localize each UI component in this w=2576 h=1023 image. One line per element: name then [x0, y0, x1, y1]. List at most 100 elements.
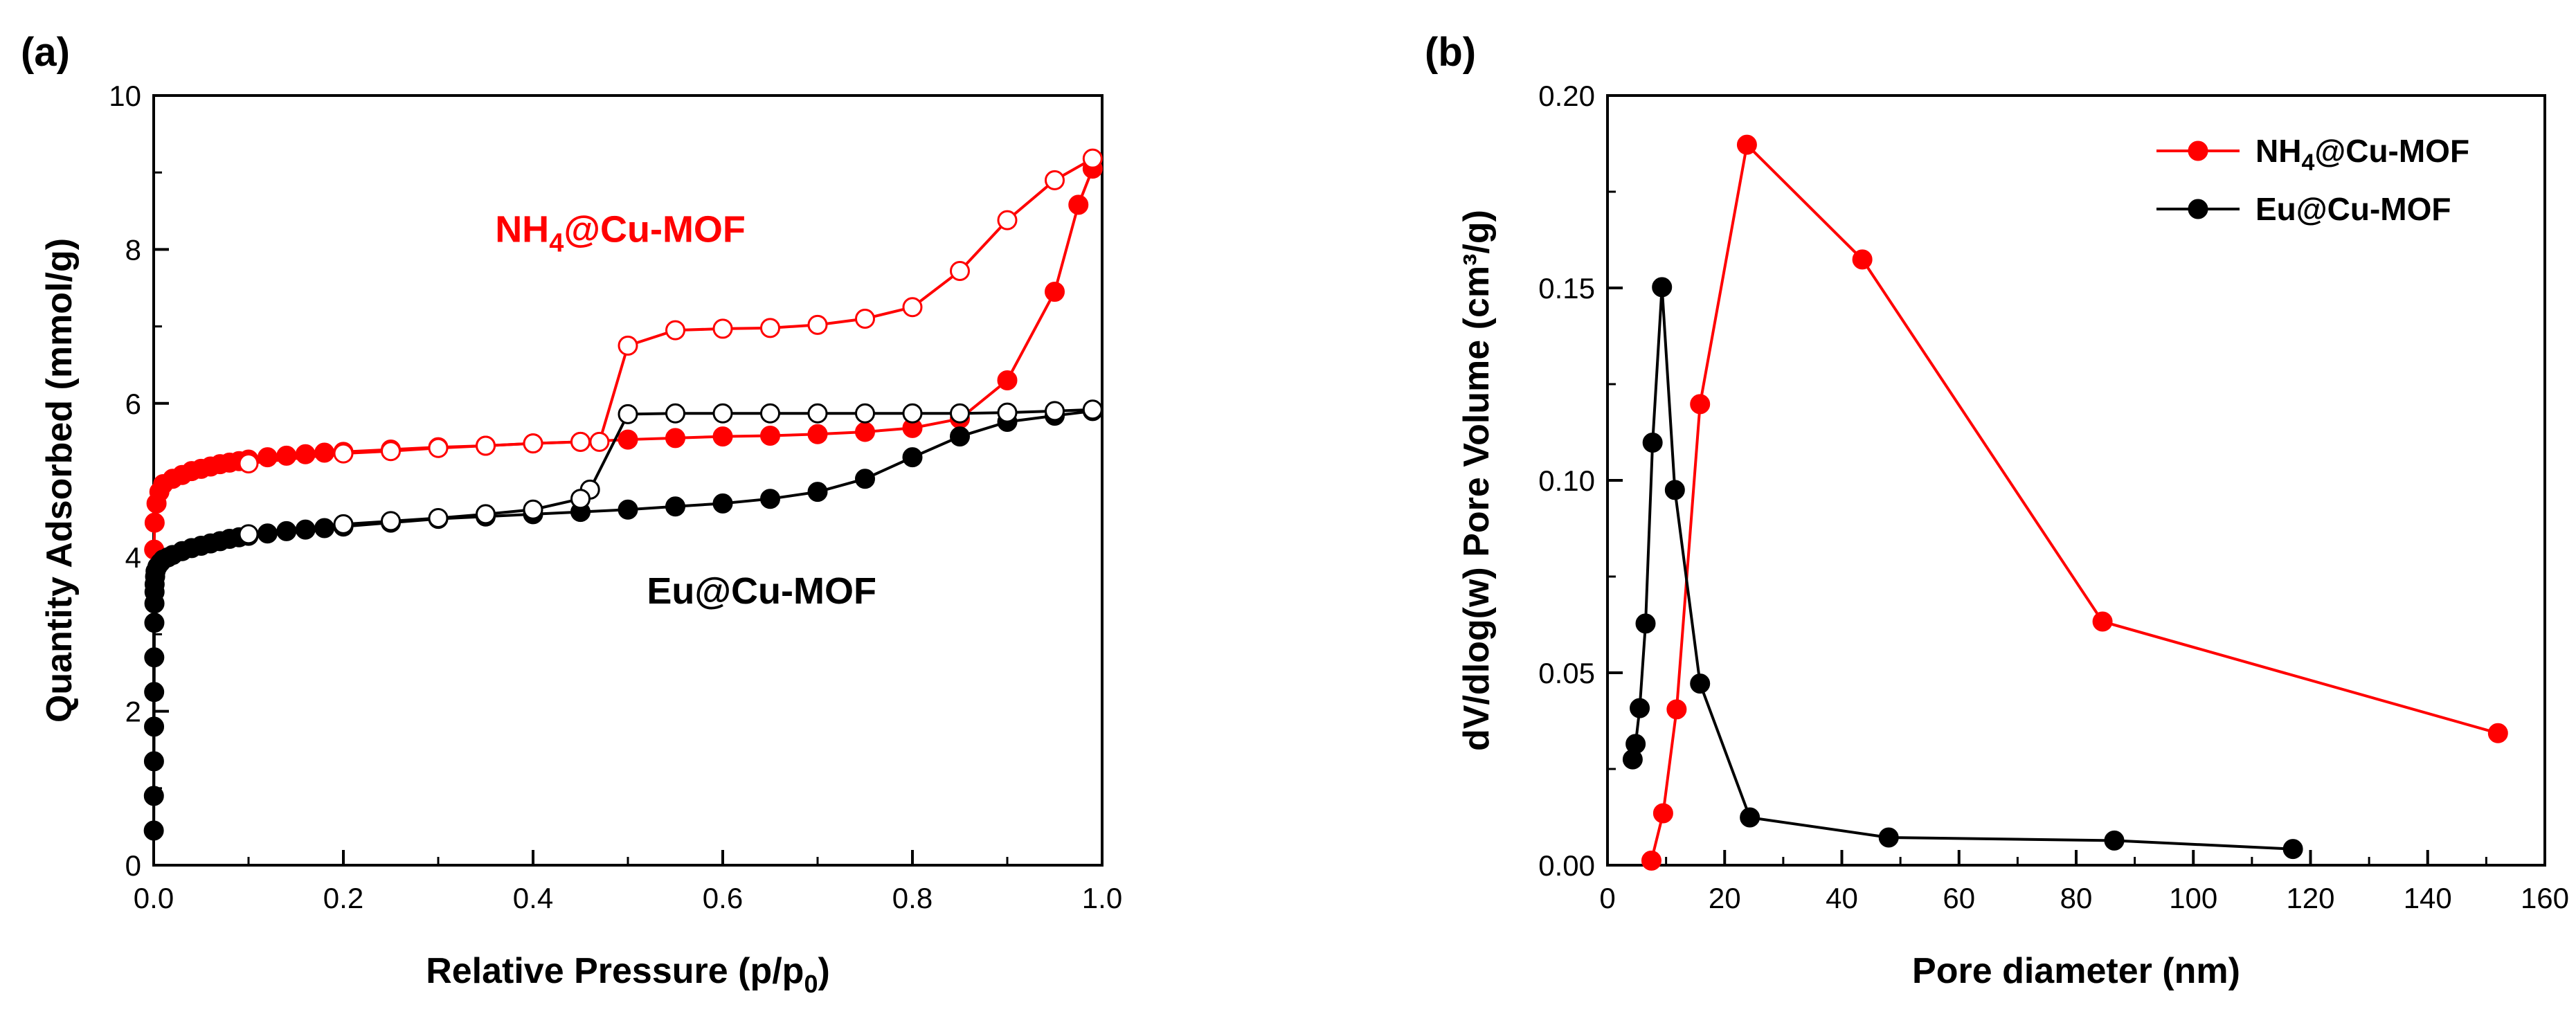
data-point-nh4-cu-mof-desorption — [902, 297, 923, 318]
series-line-eu-cu-mof-adsorption — [152, 409, 1093, 831]
data-point-eu-cu-mof-adsorption — [144, 682, 165, 703]
data-point-nh4-cu-mof-adsorption — [618, 429, 638, 450]
data-point-nh4-cu-mof-desorption — [589, 431, 610, 452]
data-point-nh4-cu-mof-adsorption — [855, 422, 875, 442]
data-point-nh4-cu-mof-desorption — [570, 431, 591, 452]
series-line-eu-cu-mof — [1631, 285, 2294, 851]
data-point-eu-cu-mof-desorption — [381, 511, 401, 532]
data-point-nh4-cu-mof-adsorption — [997, 370, 1018, 390]
data-point-nh4-cu-mof-adsorption — [257, 447, 278, 468]
data-point-eu-cu-mof-adsorption — [760, 489, 780, 509]
data-point-eu-cu-mof-desorption — [807, 403, 828, 424]
data-point-nh4-cu-mof-adsorption — [665, 428, 685, 449]
legend-b: NH4@Cu-MOF Eu@Cu-MOF — [2156, 133, 2469, 227]
data-point-nh4-cu-mof-desorption — [712, 318, 733, 339]
x-tick-label: 1.0 — [1082, 882, 1122, 914]
data-point-eu-cu-mof-adsorption — [855, 469, 875, 489]
x-tick-label: 120 — [2286, 882, 2334, 914]
data-point-nh4-cu-mof-adsorption — [276, 445, 297, 466]
legend-label-eu: Eu@Cu-MOF — [2255, 191, 2451, 227]
x-tick-label: 0.4 — [513, 882, 553, 914]
data-point-eu-cu-mof-desorption — [428, 507, 449, 528]
data-point-eu-cu-mof-desorption — [902, 403, 923, 424]
y-tick-label: 0.05 — [1538, 657, 1595, 689]
data-point-eu-cu-mof-desorption — [760, 403, 780, 424]
data-point-eu-cu-mof-desorption — [476, 504, 496, 525]
data-point-eu-cu-mof-adsorption — [665, 496, 685, 517]
x-tick-label: 0 — [1599, 882, 1615, 914]
x-ticks-a: 0.0 0.2 0.4 0.6 0.8 1.0 — [134, 850, 1122, 914]
series-line-nh4-cu-mof — [1650, 143, 2498, 861]
data-point-nh4-cu-mof — [2487, 723, 2508, 743]
data-point-eu-cu-mof-adsorption — [144, 647, 165, 668]
data-point-nh4-cu-mof-desorption — [997, 210, 1018, 230]
data-point-nh4-cu-mof-desorption — [618, 335, 638, 356]
data-point-nh4-cu-mof — [1652, 803, 1673, 824]
panel-a-isotherm-chart: (a) 0.0 0.2 0.4 0.6 0.8 1.0 0 2 4 6 8 10 Relative … — [21, 30, 1122, 998]
data-point-nh4-cu-mof-adsorption — [807, 424, 828, 444]
data-point-eu-cu-mof-adsorption — [712, 493, 733, 514]
data-point-eu-cu-mof — [1652, 277, 1673, 298]
data-point-nh4-cu-mof-adsorption — [1068, 194, 1089, 215]
legend-marker-eu — [2188, 199, 2208, 219]
data-point-nh4-cu-mof-adsorption — [295, 444, 316, 464]
data-point-nh4-cu-mof-desorption — [523, 433, 543, 454]
data-point-nh4-cu-mof-adsorption — [314, 442, 335, 463]
data-point-nh4-cu-mof-desorption — [381, 441, 401, 462]
y-axis-title-b: dV/dlog(w) Pore Volume (cm³/g) — [1457, 210, 1497, 751]
y-tick-label: 6 — [125, 388, 141, 420]
data-point-eu-cu-mof — [1690, 673, 1711, 694]
data-point-nh4-cu-mof-desorption — [760, 318, 780, 338]
data-point-nh4-cu-mof-adsorption — [1045, 282, 1065, 302]
data-point-nh4-cu-mof-adsorption — [144, 512, 165, 533]
y-axis-title-a: Quantity Adsorbed (mmol/g) — [39, 238, 80, 723]
series-line-eu-cu-mof-desorption — [248, 408, 1093, 536]
data-point-nh4-cu-mof-desorption — [807, 314, 828, 335]
legend-label-nh4: NH4@Cu-MOF — [2255, 133, 2469, 176]
data-point-nh4-cu-mof — [1641, 850, 1661, 871]
x-axis-title-a: Relative Pressure (p/p0) — [426, 951, 830, 998]
y-tick-label: 0 — [125, 849, 141, 882]
legend-marker-nh4 — [2188, 141, 2208, 161]
y-tick-label: 0.15 — [1538, 272, 1595, 305]
y-tick-label: 8 — [125, 233, 141, 266]
panel-label-b: (b) — [1425, 30, 1476, 75]
x-tick-label: 0.6 — [703, 882, 743, 914]
data-point-eu-cu-mof — [1630, 698, 1650, 718]
x-ticks-b: 0 20 40 60 80 100 120 140 160 — [1599, 850, 2569, 914]
x-tick-label: 160 — [2521, 882, 2569, 914]
data-point-eu-cu-mof-desorption — [618, 404, 638, 424]
y-tick-label: 0.10 — [1538, 464, 1595, 497]
data-point-eu-cu-mof-desorption — [570, 489, 591, 509]
data-point-nh4-cu-mof-desorption — [333, 443, 354, 464]
data-point-eu-cu-mof-adsorption — [807, 482, 828, 503]
data-point-eu-cu-mof-desorption — [665, 403, 685, 424]
x-axis-title-b: Pore diameter (nm) — [1912, 951, 2240, 991]
data-point-nh4-cu-mof — [1736, 134, 1757, 155]
data-point-eu-cu-mof-adsorption — [143, 751, 164, 772]
data-point-nh4-cu-mof-adsorption — [760, 426, 780, 446]
data-point-nh4-cu-mof-desorption — [665, 320, 685, 341]
x-tick-label: 20 — [1709, 882, 1741, 914]
data-point-eu-cu-mof-desorption — [1045, 401, 1065, 422]
y-tick-label: 0.00 — [1538, 849, 1595, 882]
series-group-b — [1622, 134, 2508, 871]
y-tick-label: 10 — [109, 80, 141, 112]
data-point-eu-cu-mof-desorption — [238, 524, 259, 545]
data-point-eu-cu-mof-desorption — [997, 402, 1018, 423]
data-point-nh4-cu-mof-desorption — [855, 308, 875, 329]
data-point-nh4-cu-mof-desorption — [238, 453, 259, 474]
data-point-eu-cu-mof-desorption — [333, 514, 354, 534]
x-tick-label: 140 — [2404, 882, 2452, 914]
data-point-eu-cu-mof-adsorption — [144, 716, 165, 737]
data-point-nh4-cu-mof — [1666, 699, 1687, 720]
data-point-nh4-cu-mof-adsorption — [712, 426, 733, 447]
data-point-eu-cu-mof-desorption — [523, 499, 543, 520]
data-point-nh4-cu-mof — [1852, 249, 1873, 270]
x-tick-label: 100 — [2169, 882, 2217, 914]
panel-label-a: (a) — [21, 30, 70, 75]
x-tick-label: 60 — [1943, 882, 1975, 914]
x-tick-label: 0.2 — [323, 882, 363, 914]
x-tick-label: 40 — [1826, 882, 1858, 914]
data-point-eu-cu-mof-adsorption — [950, 426, 970, 447]
